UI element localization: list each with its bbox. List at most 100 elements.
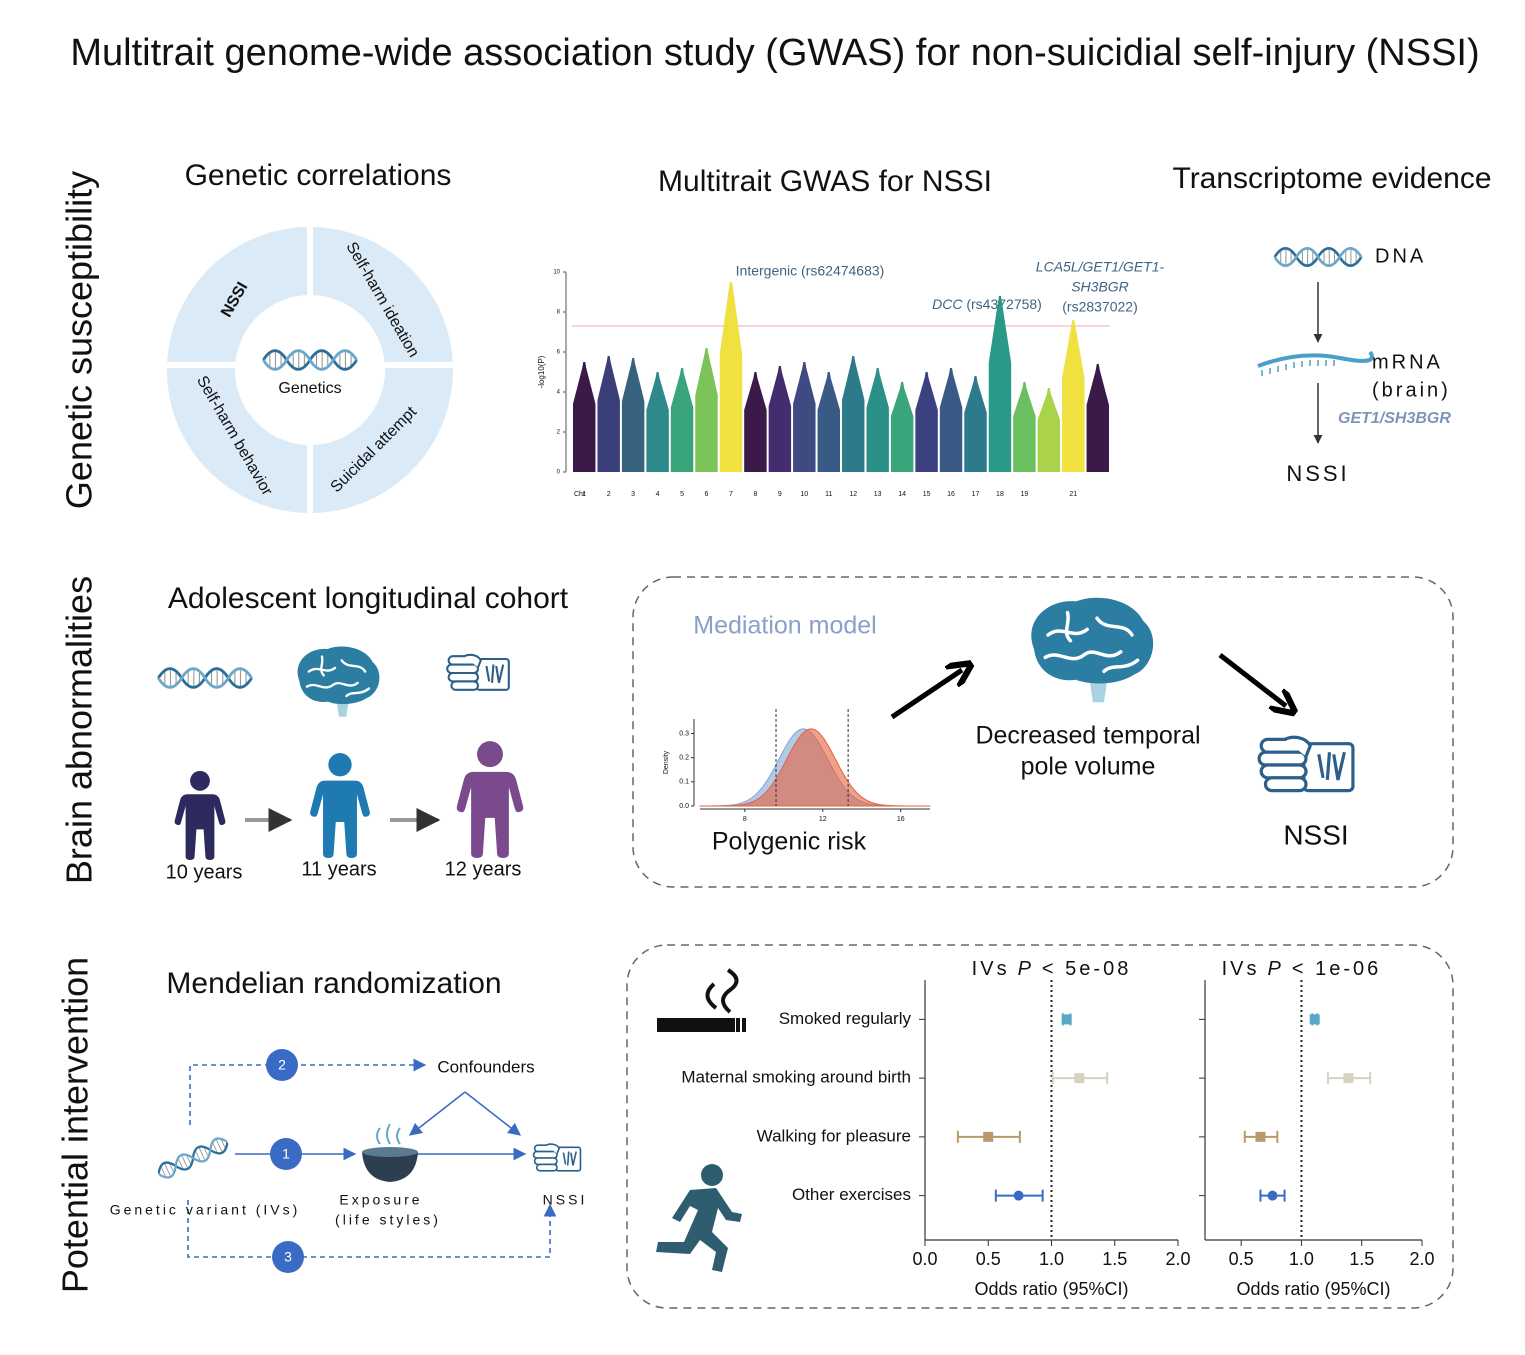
- chromosome-peak: [890, 382, 914, 472]
- fist-icon: [1257, 735, 1355, 793]
- page-title: Multitrait genome-wide association study…: [70, 32, 1479, 74]
- section-title: Mendelian randomization: [166, 967, 501, 1000]
- chromosome-peak: [1037, 388, 1061, 472]
- row-label: Smoked regularly: [779, 1009, 912, 1028]
- chromosome-peak: [1062, 320, 1085, 472]
- x-tick-label: 1.5: [1102, 1249, 1127, 1269]
- chromosome-peak: [744, 372, 767, 472]
- chromosome-peak: [939, 368, 963, 472]
- x-tick-label: 9: [778, 491, 782, 498]
- x-tick-label: 8: [753, 491, 757, 498]
- x-tick-label: 16: [897, 816, 905, 823]
- annotation-snp: (rs4372758): [966, 296, 1042, 312]
- x-tick-label: 19: [1021, 491, 1029, 498]
- y-axis-label: -log10(P): [537, 355, 546, 388]
- path-number: 2: [278, 1057, 286, 1073]
- chromosome-peak: [1013, 382, 1036, 472]
- fist-icon: [532, 1143, 582, 1172]
- point: [983, 1131, 994, 1142]
- x-tick-label: 5: [680, 491, 684, 498]
- chromosome-peak: [1086, 364, 1109, 472]
- panel-border: [632, 576, 1454, 888]
- point: [1343, 1073, 1354, 1084]
- x-tick-label: 14: [898, 491, 906, 498]
- point: [1267, 1190, 1278, 1201]
- point: [1074, 1073, 1085, 1084]
- annotation: Intergenic (rs62474683): [736, 263, 885, 279]
- x-tick-label: 0.5: [976, 1249, 1001, 1269]
- chromosome-peak: [964, 376, 987, 472]
- mr-diagram: [187, 1058, 557, 1258]
- arrow: [890, 670, 962, 720]
- x-tick-label: 0.5: [1229, 1249, 1254, 1269]
- x-tick-label: 11: [825, 491, 832, 498]
- mrna-icon: [1257, 350, 1374, 376]
- x-tick-label: 1.0: [1289, 1249, 1314, 1269]
- section-title: Adolescent longitudinal cohort: [168, 582, 569, 615]
- node-label: Genetic variant (IVs): [110, 1202, 301, 1218]
- chromosome-peak: [573, 362, 596, 472]
- x-tick-label: 2.0: [1165, 1249, 1190, 1269]
- brain-icon: [296, 645, 381, 718]
- title-part: P: [1018, 958, 1034, 980]
- point: [1309, 1014, 1320, 1025]
- y-tick-label: 0.2: [679, 755, 689, 762]
- chromosome-peak: [670, 368, 694, 472]
- node-label: Exposure: [339, 1192, 422, 1208]
- x-tick-label: 2.0: [1409, 1249, 1434, 1269]
- density-curve: [699, 728, 931, 807]
- row-label: Maternal smoking around birth: [681, 1068, 911, 1087]
- chromosome-peak: [719, 282, 743, 472]
- cup-icon: [362, 1123, 418, 1182]
- node-label: Decreased temporal: [975, 722, 1200, 750]
- y-tick-label: 0.3: [679, 730, 689, 737]
- y-axis-label: Density: [663, 750, 670, 774]
- title-part: P: [1268, 958, 1284, 980]
- x-tick-label: 15: [923, 491, 931, 498]
- x-tick-label: 10: [800, 491, 808, 498]
- chromosome-peak: [646, 372, 669, 472]
- correlation-donut: [162, 222, 458, 518]
- age-label: 12 years: [445, 858, 522, 880]
- panel-title: IVs P < 1e-06: [1222, 958, 1382, 980]
- section-title: Transcriptome evidence: [1172, 162, 1491, 195]
- chromosome-peak: [768, 366, 792, 472]
- chromosome-peak: [915, 372, 938, 472]
- x-axis-label: Chr: [574, 491, 586, 498]
- x-tick-label: 7: [729, 491, 733, 498]
- annotation-gene: DCC: [932, 296, 963, 312]
- chromosome-peak: [597, 356, 620, 472]
- dna-label: DNA: [1375, 245, 1426, 267]
- brain-icon: [1029, 595, 1155, 705]
- gene-label: GET1/SH3BGR: [1338, 410, 1451, 427]
- dna-icon: [156, 667, 254, 689]
- title-part: < 5e-08: [1042, 958, 1131, 980]
- point: [1255, 1131, 1266, 1142]
- x-tick-label: 16: [947, 491, 955, 498]
- chart-title: Multitrait GWAS for NSSI: [658, 165, 992, 198]
- title-part: IVs: [1222, 958, 1260, 980]
- annotation: (rs2837022): [1062, 299, 1138, 315]
- annotation: LCA5L/GET1/GET1-: [1036, 259, 1165, 275]
- x-tick-label: 0.0: [912, 1249, 937, 1269]
- node-label: NSSI: [543, 1192, 588, 1208]
- point: [1061, 1014, 1072, 1025]
- row-label: Other exercises: [792, 1185, 911, 1204]
- node-label: Confounders: [437, 1057, 534, 1076]
- age-label: 11 years: [301, 858, 376, 880]
- panel-title: IVs P < 5e-08: [972, 958, 1132, 980]
- donut-center-label: Genetics: [278, 380, 341, 397]
- x-tick-label: 1: [582, 491, 586, 498]
- x-tick-label: 2: [607, 491, 611, 498]
- x-tick-label: 3: [631, 491, 635, 498]
- y-tick-label: 0.0: [679, 803, 689, 810]
- person-icon: [310, 753, 370, 858]
- x-tick-label: 12: [819, 816, 827, 823]
- x-axis-label: Odds ratio (95%CI): [1236, 1279, 1390, 1299]
- y-tick-label: 0: [557, 470, 561, 476]
- arrow: [1218, 653, 1286, 706]
- path-badge: [272, 1241, 304, 1273]
- x-tick-label: 21: [1069, 491, 1077, 498]
